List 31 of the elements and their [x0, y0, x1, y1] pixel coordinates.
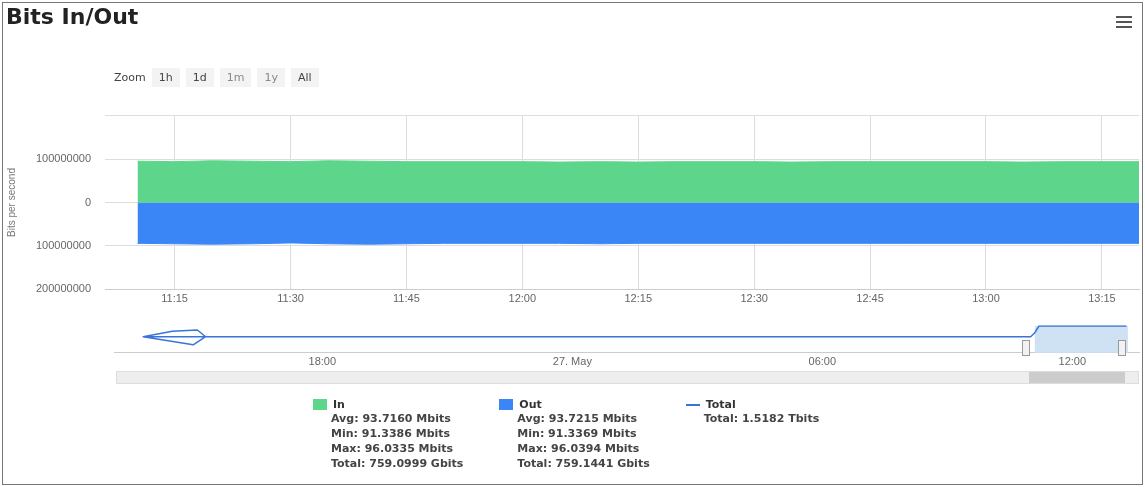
x-tick-label: 12:00: [1058, 355, 1087, 368]
y-tick-label: 0: [84, 195, 92, 208]
text: Avg: 93.7160 Mbits Min: 91.3386 Mbits Max: 96.0335 Mbits Total: 759.0999 Gbits: [330, 411, 464, 471]
text: Avg: 93.7215 Mbits Min: 91.3369 Mbits Max: 96.0394 Mbits Total: 759.1441 Gbits: [516, 411, 650, 471]
text: 1d: [185, 68, 214, 87]
chart-title: Bits In/Out: [6, 4, 139, 29]
legend-label: Total: [705, 398, 736, 411]
x-tick-label: 12:45: [856, 292, 884, 305]
x-tick-label: 11:15: [161, 292, 188, 305]
text: 1m: [219, 68, 252, 87]
x-tick-label: 18:00: [308, 355, 337, 368]
x-tick-label: 12:30: [740, 292, 768, 305]
y-tick-label: 100000000: [36, 152, 92, 165]
x-tick-label: 11:45: [393, 292, 420, 305]
text: 1h: [151, 68, 180, 87]
y-tick-label: 200000000: [36, 282, 92, 295]
x-tick-label: 12:00: [508, 292, 537, 305]
x-tick-label: 27. May: [552, 355, 593, 368]
text: All: [290, 68, 319, 87]
y-tick-label: 100000000: [36, 238, 92, 251]
text: Total: 1.5182 Tbits: [702, 411, 820, 426]
x-tick-label: 06:00: [808, 355, 837, 368]
legend-label: Out: [519, 398, 542, 411]
x-tick-label: 12:15: [624, 292, 653, 305]
x-tick-label: 13:00: [972, 292, 1000, 305]
text: Zoom: [114, 71, 146, 84]
text: 1y: [257, 68, 285, 87]
x-tick-label: 13:15: [1088, 292, 1116, 305]
x-tick-label: 11:30: [277, 292, 304, 305]
legend-label: In: [333, 398, 345, 411]
y-axis-title: Bits per second: [5, 168, 17, 237]
